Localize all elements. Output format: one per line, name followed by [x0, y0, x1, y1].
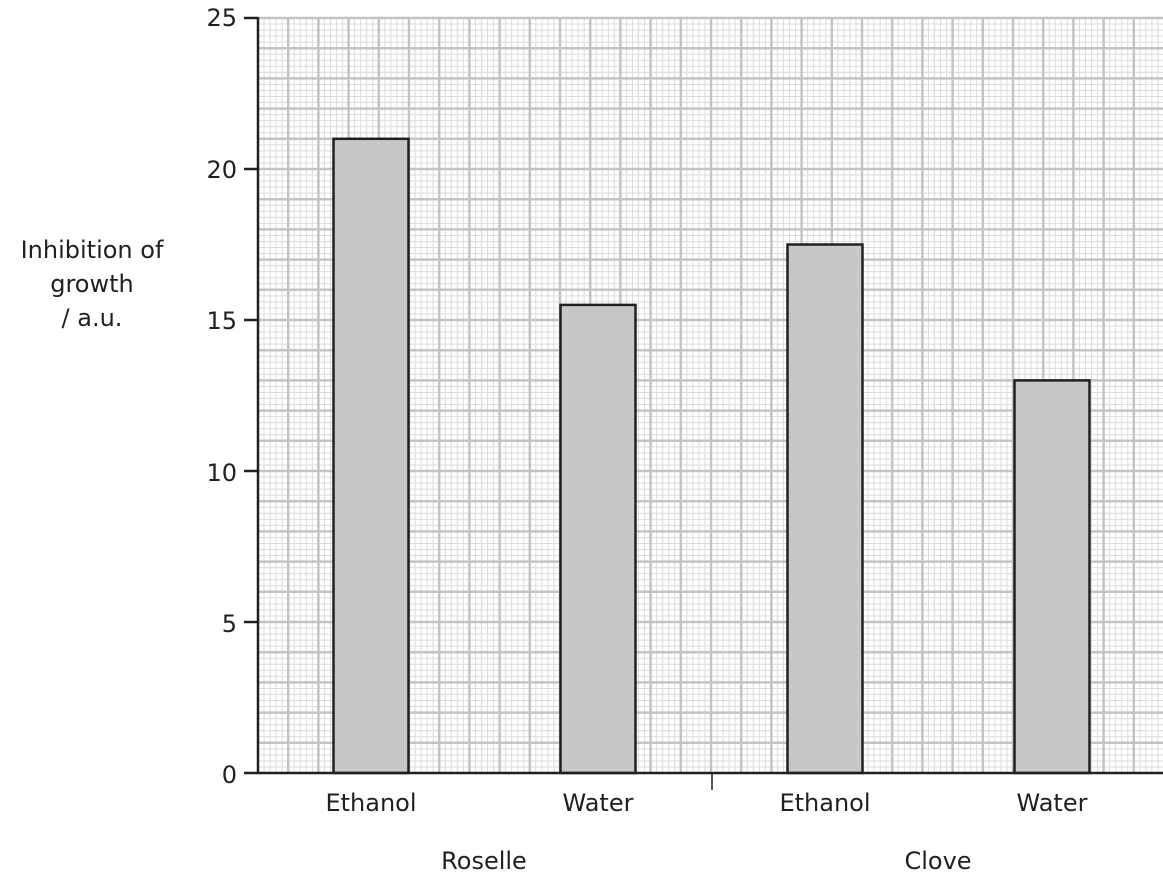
y-axis-label-line-3: / a.u.	[62, 304, 123, 332]
y-tick-label: 0	[222, 761, 237, 789]
bars	[332, 137, 1091, 775]
y-axis-label-line-2: growth	[50, 270, 134, 298]
y-tick-label: 15	[206, 307, 237, 335]
x-category-label: Ethanol	[325, 789, 416, 817]
group-label-clove: Clove	[904, 847, 971, 875]
x-category-label: Water	[563, 789, 634, 817]
y-axis-label-line-1: Inhibition of	[21, 236, 164, 264]
y-tick-label: 20	[206, 156, 237, 184]
y-tick-label: 25	[206, 4, 237, 32]
y-tick-label: 10	[206, 459, 237, 487]
bar	[559, 303, 637, 775]
group-label-roselle: Roselle	[441, 847, 527, 875]
axes	[244, 16, 1163, 790]
bar	[332, 137, 410, 775]
bar	[1013, 379, 1091, 775]
y-tick-label: 5	[222, 610, 237, 638]
bar	[786, 243, 864, 775]
x-category-label: Ethanol	[779, 789, 870, 817]
x-category-label: Water	[1017, 789, 1088, 817]
